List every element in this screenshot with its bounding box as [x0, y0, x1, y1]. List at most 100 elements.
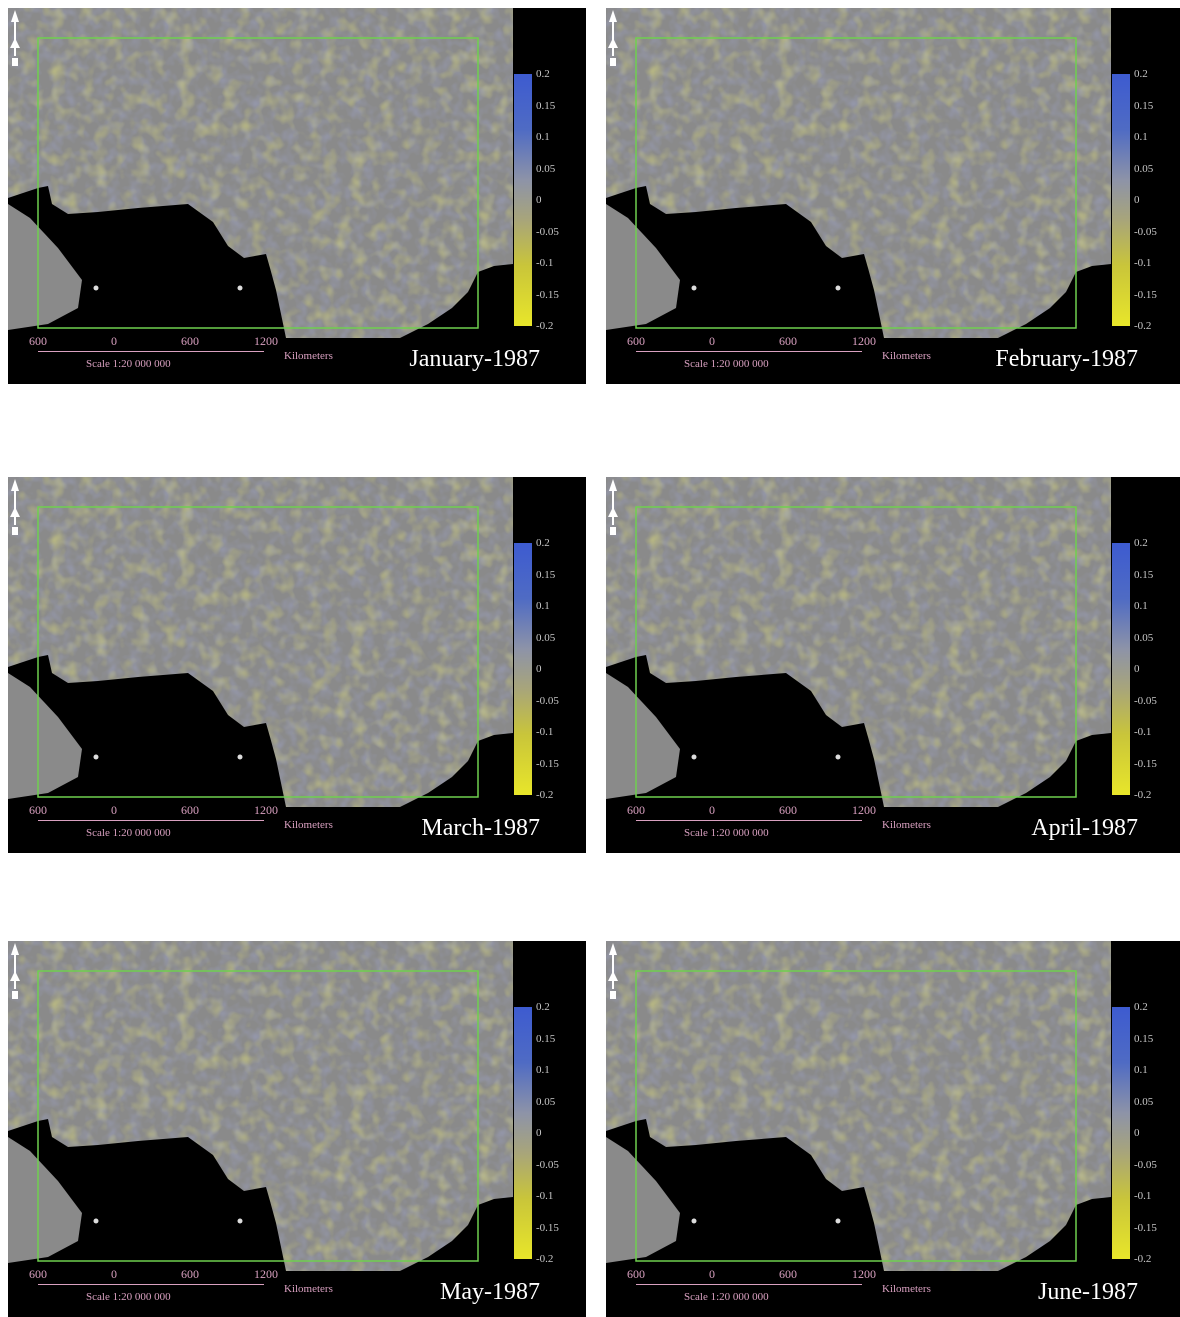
legend-tick-label: 0.1	[536, 600, 550, 612]
marker-point	[691, 1218, 697, 1224]
legend-tick-label: 0	[1134, 1127, 1140, 1139]
legend-tick-label: -0.15	[1134, 757, 1157, 770]
legend-tick-label: -0.1	[536, 726, 554, 738]
scale-bar: Scale 1:20 000 000 Kilometers 600 0 600 120…	[616, 803, 956, 847]
scale-unit: Kilometers	[284, 1283, 333, 1295]
scale-tick-label: 600	[181, 1267, 199, 1281]
marker-point	[691, 754, 697, 760]
scale-unit: Kilometers	[284, 819, 333, 831]
panel-title: June-1987	[1038, 1279, 1138, 1305]
legend-tick-label: 0.15	[536, 1032, 556, 1045]
legend-tick-label: -0.05	[536, 694, 559, 707]
map-panel-1: 0.2 0.15 0.1 0.05 0 -0.05 -0.1 -0.15 -0.2 Scale …	[8, 8, 586, 384]
scale-line	[38, 820, 264, 821]
legend: 0.2 0.15 0.1 0.05 0 -0.05 -0.1 -0.15 -0.2	[510, 69, 586, 332]
legend-tick-label: 0.1	[1134, 600, 1148, 612]
legend-tick-label: 0.2	[536, 68, 550, 80]
scale-tick-label: 0	[709, 1267, 715, 1281]
north-arrow-icon	[10, 943, 20, 999]
legend-tick-label: -0.15	[536, 757, 559, 770]
study-frame	[37, 37, 479, 329]
legend-tick-label: -0.05	[1134, 225, 1157, 238]
study-frame	[37, 506, 479, 798]
arabia-coast	[606, 204, 680, 330]
legend-tick-label: -0.2	[1134, 1253, 1152, 1265]
legend-tick-label: -0.1	[1134, 726, 1152, 738]
marker-point	[835, 1218, 841, 1224]
legend: 0.2 0.15 0.1 0.05 0 -0.05 -0.1 -0.15 -0.2	[1108, 69, 1180, 332]
legend-tick-label: -0.15	[1134, 288, 1157, 301]
north-arrow-icon	[608, 10, 618, 66]
legend-tick-label: -0.15	[536, 288, 559, 301]
arabia-coast	[8, 204, 82, 330]
legend-tick-label: 0	[536, 194, 542, 206]
legend-tick-label: -0.2	[1134, 320, 1152, 332]
legend-color-bar	[514, 543, 532, 795]
map-image	[606, 477, 1111, 807]
legend-tick-label: 0	[1134, 663, 1140, 675]
legend-tick-label: -0.2	[536, 320, 554, 332]
panel-title: February-1987	[995, 346, 1138, 372]
marker-point	[835, 285, 841, 291]
north-arrow-icon	[608, 479, 618, 535]
bay-of-bengal	[400, 733, 513, 807]
legend-tick-label: -0.2	[536, 1253, 554, 1265]
scale-label: Scale 1:20 000 000	[86, 358, 171, 370]
scale-unit: Kilometers	[284, 350, 333, 362]
marker-point	[835, 754, 841, 760]
legend-tick-label: 0.2	[1134, 1001, 1148, 1013]
scale-line	[636, 1284, 862, 1285]
map-panel-4: 0.2 0.15 0.1 0.05 0 -0.05 -0.1 -0.15 -0.2 Scale …	[606, 477, 1180, 853]
scale-tick-label: 1200	[852, 803, 876, 817]
map-panel-5: 0.2 0.15 0.1 0.05 0 -0.05 -0.1 -0.15 -0.2 Scale …	[8, 941, 586, 1317]
legend-tick-label: -0.05	[1134, 694, 1157, 707]
scale-tick-label: 600	[29, 334, 47, 348]
marker-point	[691, 285, 697, 291]
scale-tick-label: 600	[627, 334, 645, 348]
scale-unit: Kilometers	[882, 350, 931, 362]
scale-tick-label: 600	[29, 1267, 47, 1281]
scale-tick-label: 1200	[254, 803, 278, 817]
scale-tick-label: 600	[181, 803, 199, 817]
legend: 0.2 0.15 0.1 0.05 0 -0.05 -0.1 -0.15 -0.2	[510, 538, 586, 801]
marker-point	[93, 754, 99, 760]
legend-tick-label: 0.15	[1134, 568, 1154, 581]
legend-tick-label: -0.05	[536, 225, 559, 238]
legend-tick-label: -0.05	[1134, 1158, 1157, 1171]
arabia-coast	[8, 673, 82, 799]
legend: 0.2 0.15 0.1 0.05 0 -0.05 -0.1 -0.15 -0.2	[1108, 1002, 1180, 1265]
legend-tick-label: 0.2	[536, 537, 550, 549]
scale-tick-label: 0	[709, 803, 715, 817]
scale-tick-label: 600	[779, 334, 797, 348]
panel-title: May-1987	[440, 1279, 540, 1305]
legend-tick-label: 0.05	[1134, 162, 1154, 175]
legend-color-bar	[1112, 74, 1130, 326]
study-frame	[635, 970, 1077, 1262]
legend-tick-label: -0.15	[536, 1221, 559, 1234]
scale-tick-label: 600	[29, 803, 47, 817]
legend-tick-label: 0.05	[536, 631, 556, 644]
scale-label: Scale 1:20 000 000	[684, 827, 769, 839]
legend-tick-label: 0.15	[536, 99, 556, 112]
map-image	[8, 477, 513, 807]
scale-tick-label: 0	[709, 334, 715, 348]
bay-of-bengal	[998, 264, 1111, 338]
scale-tick-label: 600	[779, 1267, 797, 1281]
scale-unit: Kilometers	[882, 819, 931, 831]
legend-tick-label: 0	[536, 663, 542, 675]
legend-tick-label: 0.2	[536, 1001, 550, 1013]
legend-tick-label: 0	[1134, 194, 1140, 206]
legend-tick-label: -0.2	[1134, 789, 1152, 801]
bay-of-bengal	[400, 264, 513, 338]
legend-tick-label: 0.1	[536, 131, 550, 143]
legend-tick-label: 0.15	[1134, 1032, 1154, 1045]
study-frame	[635, 506, 1077, 798]
study-frame	[37, 970, 479, 1262]
legend: 0.2 0.15 0.1 0.05 0 -0.05 -0.1 -0.15 -0.2	[1108, 538, 1180, 801]
legend-tick-label: 0.15	[1134, 99, 1154, 112]
arabia-coast	[8, 1137, 82, 1263]
scale-tick-label: 1200	[852, 1267, 876, 1281]
scale-tick-label: 600	[779, 803, 797, 817]
legend-tick-label: 0	[536, 1127, 542, 1139]
panel-title: March-1987	[421, 815, 540, 841]
